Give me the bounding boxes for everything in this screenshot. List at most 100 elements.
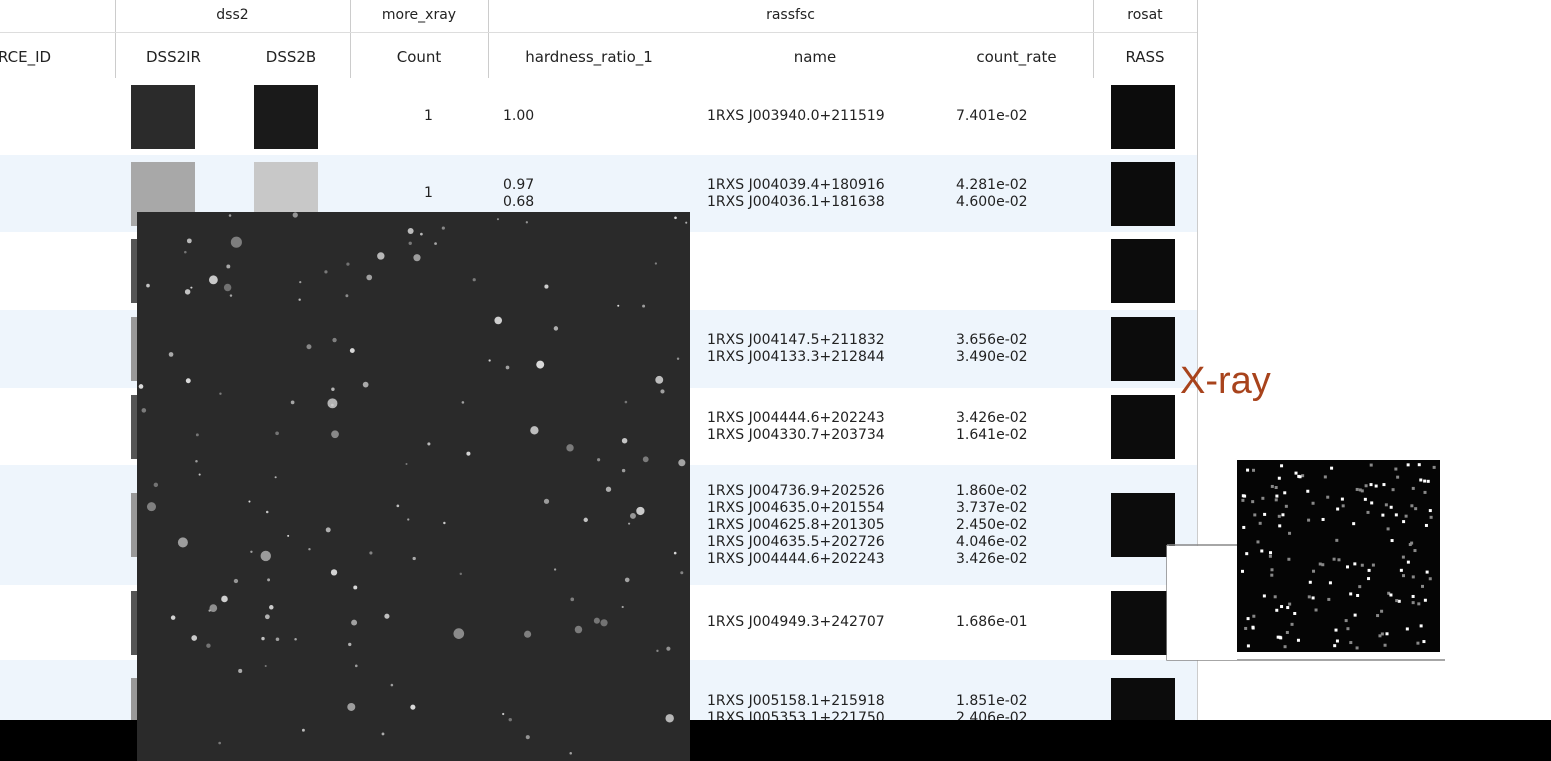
xray-photon [1288,603,1291,606]
source-name: 1RXS J005158.1+215918 [707,693,885,709]
dss2ir-thumb [131,493,195,557]
xray-photon [1416,642,1419,645]
xray-photon [1241,499,1244,502]
xray-photon [1246,469,1249,472]
xray-photon [1252,615,1255,618]
column-header: RCE_ID [0,48,113,66]
xray-photon [1410,504,1413,507]
xray-photon [1414,507,1417,510]
column-header: count_rate [940,48,1093,66]
xray-photon [1319,563,1322,566]
hardness: 0.97 [503,177,534,193]
xray-photon [1281,513,1284,516]
count-rate: 4.281e-02 [956,177,1028,193]
xray-photon [1307,519,1310,522]
xray-photon [1370,464,1373,467]
count-rate: 1.860e-02 [956,483,1028,499]
xray-photon [1251,626,1254,629]
xray-photon [1247,644,1250,647]
xray-photon [1242,494,1245,497]
dss2ir-thumb [131,395,195,459]
xray-photon [1278,636,1281,639]
xray-photon [1370,483,1373,486]
dss2ir-thumb [131,239,195,303]
xray-photon [1420,624,1423,627]
xray-photon [1278,515,1281,518]
source-name: 1RXS J004736.9+202526 [707,483,885,499]
xray-photon [1375,485,1378,488]
dss2ir-thumb [131,591,195,655]
xray-photon [1390,506,1393,509]
xray-photon [1361,564,1364,567]
xray-photon [1285,505,1288,508]
dss2ir-thumb [131,678,195,742]
hardness: 1.00 [503,108,534,124]
count-rate: 1.851e-02 [956,693,1028,709]
source-name: 1RXS J004147.5+211832 [707,332,885,348]
xray-photon [1356,488,1359,491]
column-header: name [690,48,940,66]
xray-photon [1297,475,1300,478]
dss2b-thumb [254,162,318,226]
xray-photon [1337,558,1340,561]
xray-photon [1269,555,1272,558]
xray-photon [1312,570,1315,573]
xray-photon [1349,641,1352,644]
xray-photon [1270,574,1273,577]
xray-photon [1368,569,1371,572]
source-name: 1RXS J004444.6+202243 [707,410,885,426]
xray-photon [1336,640,1339,643]
xray-photon [1286,631,1289,634]
rass-thumb [1111,591,1175,655]
xray-photon [1283,491,1286,494]
xray-photon [1384,644,1387,647]
xray-photon [1256,540,1259,543]
count-rate: 3.426e-02 [956,410,1028,426]
xray-photon [1354,614,1357,617]
xray-photon [1293,612,1296,615]
xray-photon [1284,645,1287,648]
xray-photon [1359,488,1362,491]
xray-photon [1288,532,1291,535]
xray-photon [1407,463,1410,466]
source-name: 1RXS J003940.0+211519 [707,108,885,124]
xray-photon [1367,577,1370,580]
column-header: RASS [1093,48,1197,66]
group-header: dss2 [115,7,350,23]
source-name: 1RXS J004133.3+212844 [707,349,885,365]
xray-photon [1322,518,1325,521]
xray-photon [1259,522,1262,525]
xray-photon [1308,595,1311,598]
xray-photon [1426,571,1429,574]
count-rate: 1.641e-02 [956,427,1028,443]
group-header: rassfsc [488,7,1093,23]
xray-photon [1243,495,1246,498]
rass-thumb [1111,395,1175,459]
xray-photon [1333,558,1336,561]
rass-thumb [1111,317,1175,381]
xray-photon [1330,467,1333,470]
xray-photon [1358,585,1361,588]
xray-photon [1260,549,1263,552]
source-name: 1RXS J004444.6+202243 [707,551,885,567]
xray-photon [1277,636,1280,639]
xray-photon [1395,599,1398,602]
xray-photon [1361,489,1364,492]
xray-photon [1244,627,1247,630]
xray-photon [1364,498,1367,501]
source-name: 1RXS J004039.4+180916 [707,177,885,193]
xray-photon [1275,498,1278,501]
xray-photon [1381,514,1384,517]
xray-photon [1261,497,1264,500]
source-name: 1RXS J004330.7+203734 [707,427,885,443]
xray-photon [1263,594,1266,597]
count-rate: 3.490e-02 [956,349,1028,365]
xray-photon [1410,542,1413,545]
xray-photon [1386,632,1389,635]
xray-photon [1252,469,1255,472]
count-rate: 2.406e-02 [956,710,1028,726]
xray-photon [1356,646,1359,649]
count-rate: 4.046e-02 [956,534,1028,550]
xray-photon [1312,596,1315,599]
